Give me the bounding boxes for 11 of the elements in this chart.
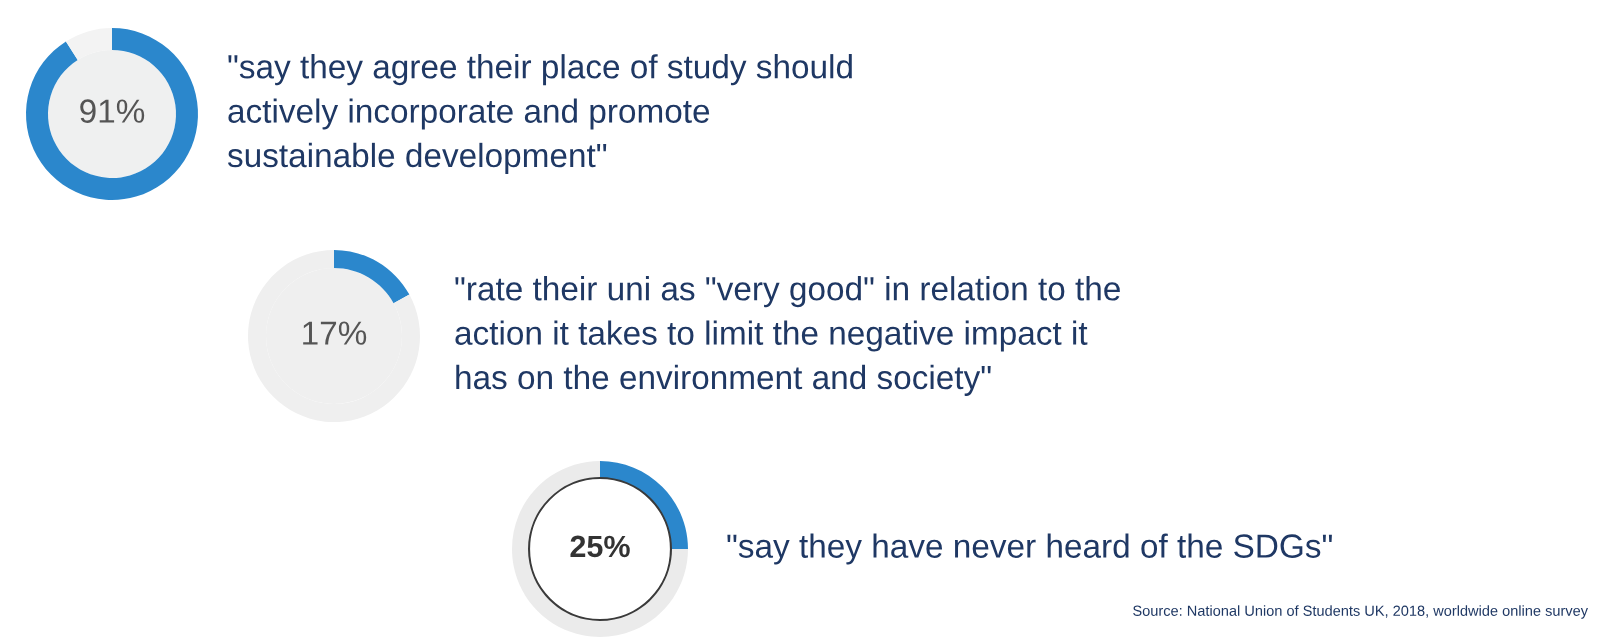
source-note: Source: National Union of Students UK, 2018, worldwide online survey — [1133, 605, 1588, 619]
text: "say they agree their place of study should actively incorporate and promote sustainable development" — [227, 54, 852, 174]
donut-slice — [248, 250, 420, 422]
donut-slice — [26, 28, 198, 200]
donut-slice — [334, 250, 410, 304]
text: "say they have never heard of the SDGs" — [727, 533, 1332, 565]
data-label: 25% — [570, 535, 630, 558]
text: "rate their uni as "very good" in relation to the action it takes to limit the negative impact it has on the environment and society" — [455, 276, 1120, 396]
data-label: 91% — [80, 99, 145, 123]
data-label: 17% — [303, 321, 367, 345]
donut-slice — [512, 461, 688, 637]
